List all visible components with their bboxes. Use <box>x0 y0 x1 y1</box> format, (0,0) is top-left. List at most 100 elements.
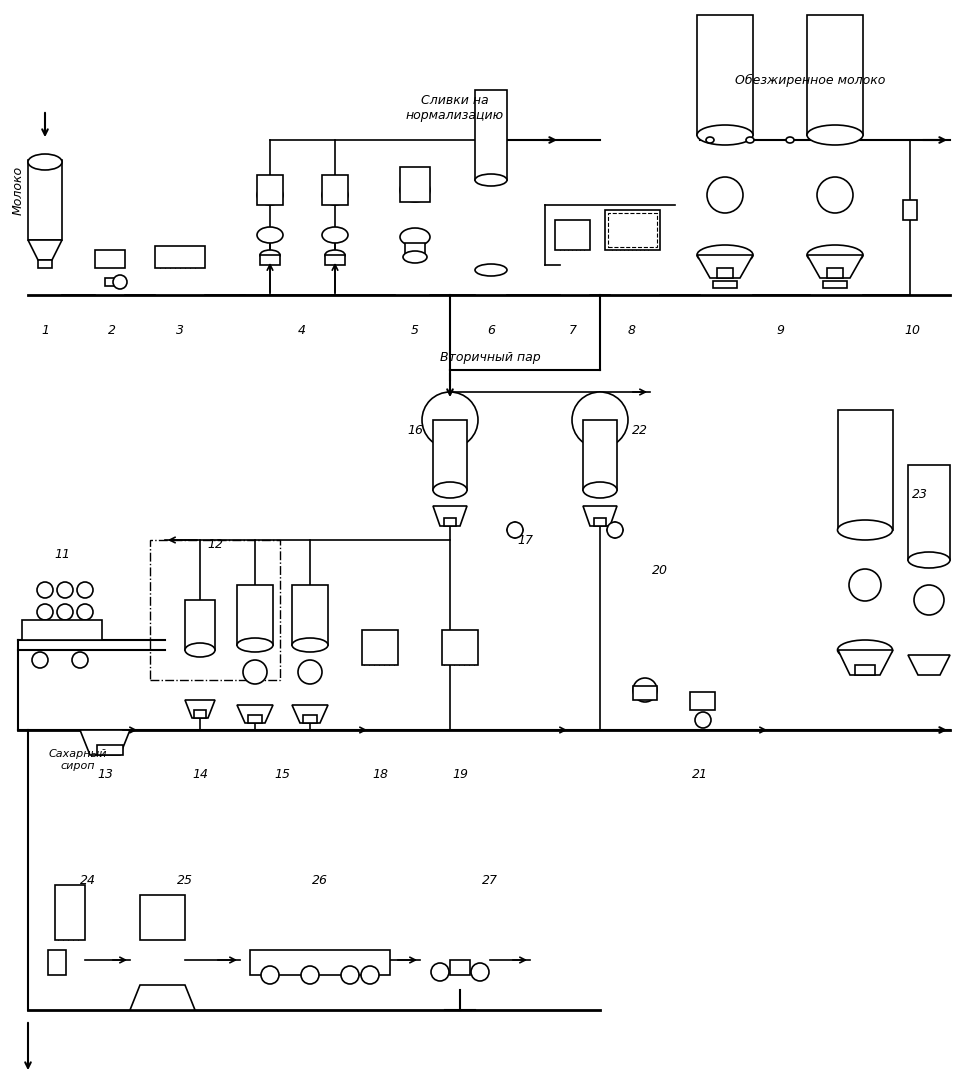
Text: 11: 11 <box>54 548 70 561</box>
Circle shape <box>298 660 322 684</box>
Ellipse shape <box>697 124 753 145</box>
Text: 7: 7 <box>569 323 577 337</box>
Bar <box>908 465 950 560</box>
Circle shape <box>507 521 523 538</box>
Bar <box>250 950 390 975</box>
Bar <box>194 710 206 718</box>
Circle shape <box>431 962 449 981</box>
Text: 5: 5 <box>411 323 419 337</box>
Circle shape <box>57 582 73 598</box>
Bar <box>22 620 102 640</box>
Polygon shape <box>583 506 617 526</box>
Text: 14: 14 <box>192 768 208 781</box>
Bar <box>697 15 753 135</box>
Bar <box>248 715 262 723</box>
Text: 6: 6 <box>487 323 495 337</box>
Text: Сахарный
сироп: Сахарный сироп <box>48 749 107 770</box>
Text: 3: 3 <box>176 323 184 337</box>
Text: 21: 21 <box>692 768 708 781</box>
Circle shape <box>471 962 489 981</box>
Bar <box>140 895 185 940</box>
Ellipse shape <box>400 227 430 246</box>
Bar <box>105 278 115 286</box>
Circle shape <box>607 521 623 538</box>
Polygon shape <box>697 255 753 278</box>
Bar <box>605 210 660 250</box>
Circle shape <box>57 604 73 620</box>
Text: 1: 1 <box>41 323 49 337</box>
Bar <box>717 268 733 278</box>
Text: 19: 19 <box>452 768 468 781</box>
Bar <box>838 410 893 530</box>
Bar <box>583 420 617 490</box>
Bar <box>95 250 125 268</box>
Polygon shape <box>807 255 863 278</box>
Text: 24: 24 <box>80 873 96 886</box>
Text: 17: 17 <box>517 533 533 546</box>
Ellipse shape <box>257 185 283 205</box>
Text: Молоко: Молоко <box>12 165 24 215</box>
Text: 26: 26 <box>312 873 328 886</box>
Text: 15: 15 <box>274 768 290 781</box>
Circle shape <box>32 652 48 668</box>
Ellipse shape <box>837 520 893 540</box>
Ellipse shape <box>807 124 863 145</box>
Ellipse shape <box>583 482 617 498</box>
Bar <box>823 281 847 288</box>
Circle shape <box>341 966 359 984</box>
Polygon shape <box>28 240 62 260</box>
Bar <box>150 540 280 680</box>
Bar <box>155 246 205 268</box>
Text: 2: 2 <box>108 323 116 337</box>
Bar <box>48 950 66 975</box>
Bar <box>303 715 317 723</box>
Bar <box>405 242 425 255</box>
Bar <box>903 200 917 220</box>
Bar <box>28 160 62 240</box>
Circle shape <box>301 966 319 984</box>
Bar <box>322 175 348 205</box>
Ellipse shape <box>706 137 714 143</box>
Circle shape <box>77 604 93 620</box>
Circle shape <box>695 712 711 727</box>
Circle shape <box>817 177 853 214</box>
Ellipse shape <box>837 640 893 660</box>
Bar <box>292 585 328 645</box>
Text: 23: 23 <box>912 488 928 501</box>
Bar <box>827 268 843 278</box>
Circle shape <box>361 966 379 984</box>
Text: 22: 22 <box>632 424 648 437</box>
Bar <box>555 220 590 250</box>
Circle shape <box>37 604 53 620</box>
Ellipse shape <box>908 552 950 568</box>
Bar <box>450 960 470 975</box>
Bar <box>55 885 85 940</box>
Bar <box>433 420 467 490</box>
Bar <box>608 214 657 247</box>
Ellipse shape <box>257 227 283 242</box>
Circle shape <box>572 392 628 449</box>
Ellipse shape <box>475 174 507 186</box>
Bar <box>475 90 507 180</box>
Circle shape <box>113 275 127 289</box>
Ellipse shape <box>322 227 348 242</box>
Circle shape <box>633 678 657 702</box>
Ellipse shape <box>322 185 348 205</box>
Text: 10: 10 <box>904 323 920 337</box>
Circle shape <box>707 177 743 214</box>
Ellipse shape <box>28 155 62 170</box>
Polygon shape <box>292 705 328 723</box>
Circle shape <box>914 585 944 615</box>
Ellipse shape <box>433 482 467 498</box>
Text: 18: 18 <box>372 768 388 781</box>
Ellipse shape <box>185 643 215 657</box>
Circle shape <box>77 582 93 598</box>
Ellipse shape <box>475 264 507 276</box>
Circle shape <box>422 392 478 449</box>
Text: Обезжиренное молоко: Обезжиренное молоко <box>735 73 885 87</box>
Bar <box>237 585 273 645</box>
Bar <box>185 600 215 650</box>
Circle shape <box>261 966 279 984</box>
Bar <box>38 260 52 268</box>
Ellipse shape <box>807 245 863 265</box>
